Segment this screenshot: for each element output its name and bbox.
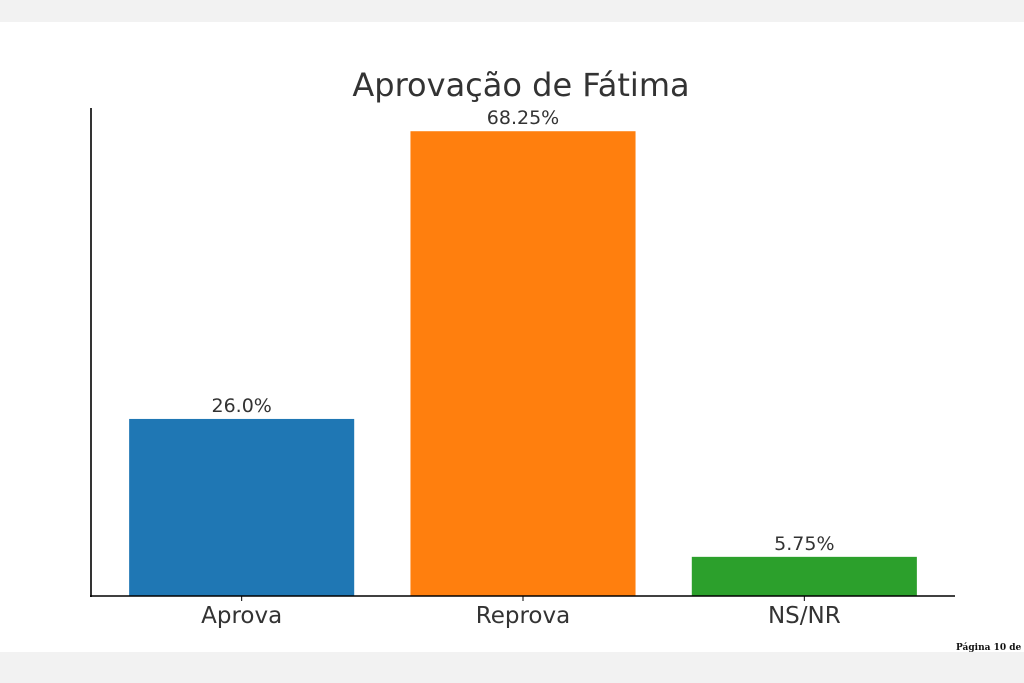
x-tick-label-ns-nr: NS/NR: [768, 603, 841, 629]
bar-reprova: [410, 131, 636, 597]
top-background-strip: [0, 0, 1024, 22]
bottom-background-strip: [0, 652, 1024, 683]
page-number: Página 10 de 35: [956, 643, 1024, 653]
bar-ns-nr: [691, 556, 917, 596]
data-label-aprova: 26.0%: [211, 395, 271, 417]
chart-title: Aprovação de Fátima: [352, 66, 689, 104]
x-tick-label-reprova: Reprova: [476, 603, 570, 629]
bar-aprova: [129, 418, 355, 596]
data-label-reprova: 68.25%: [487, 107, 559, 129]
data-label-ns-nr: 5.75%: [774, 533, 834, 555]
x-tick-label-aprova: Aprova: [201, 603, 282, 629]
